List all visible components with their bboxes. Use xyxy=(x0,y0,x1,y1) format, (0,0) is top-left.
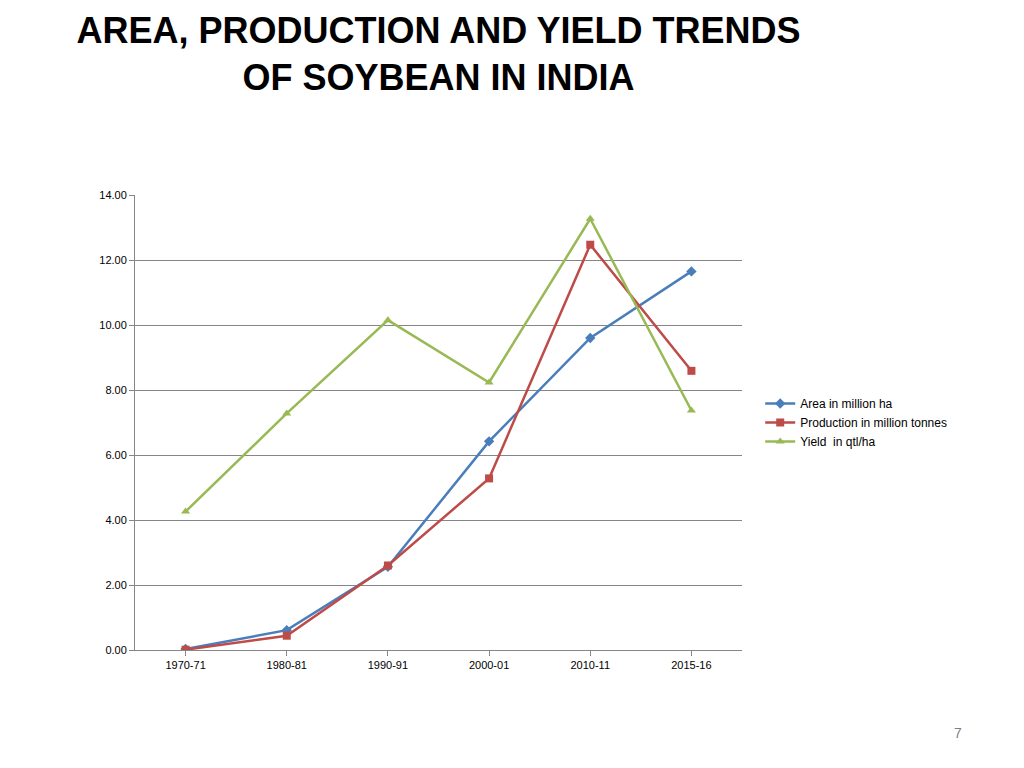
svg-text:Production in million tonnes: Production in million tonnes xyxy=(800,416,947,430)
svg-text:2000-01: 2000-01 xyxy=(469,659,509,671)
svg-text:Area in million ha: Area in million ha xyxy=(800,397,892,411)
svg-text:1980-81: 1980-81 xyxy=(267,659,307,671)
svg-text:10.00: 10.00 xyxy=(99,319,127,331)
svg-text:8.00: 8.00 xyxy=(105,384,126,396)
svg-text:12.00: 12.00 xyxy=(99,254,127,266)
svg-text:AREA, PRODUCTION AND YIELD TRE: AREA, PRODUCTION AND YIELD TRENDSOF SOYB… xyxy=(76,10,800,98)
svg-text:6.00: 6.00 xyxy=(105,449,126,461)
svg-text:2010-11: 2010-11 xyxy=(570,659,610,671)
svg-text:14.00: 14.00 xyxy=(99,189,127,201)
svg-text:2015-16: 2015-16 xyxy=(671,659,711,671)
svg-text:1970-71: 1970-71 xyxy=(165,659,205,671)
svg-text:4.00: 4.00 xyxy=(105,514,126,526)
svg-text:Yield in qtl/ha: Yield in qtl/ha xyxy=(800,435,875,449)
svg-text:2.00: 2.00 xyxy=(105,579,126,591)
svg-text:7: 7 xyxy=(954,725,962,741)
svg-text:0.00: 0.00 xyxy=(105,644,126,656)
svg-text:1990-91: 1990-91 xyxy=(368,659,408,671)
